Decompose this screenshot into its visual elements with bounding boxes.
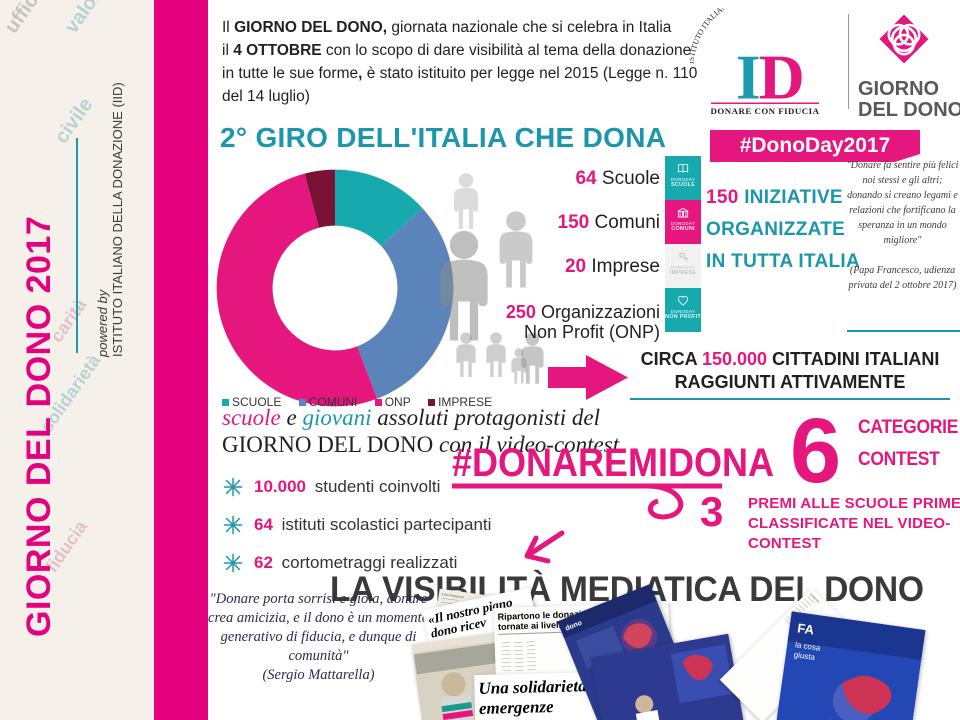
svg-text:D: D [759,41,805,112]
svg-text:FA: FA [797,620,816,637]
svg-text:DONARE CON FIDUCIA: DONARE CON FIDUCIA [711,106,820,116]
svg-text:I: I [736,41,761,112]
